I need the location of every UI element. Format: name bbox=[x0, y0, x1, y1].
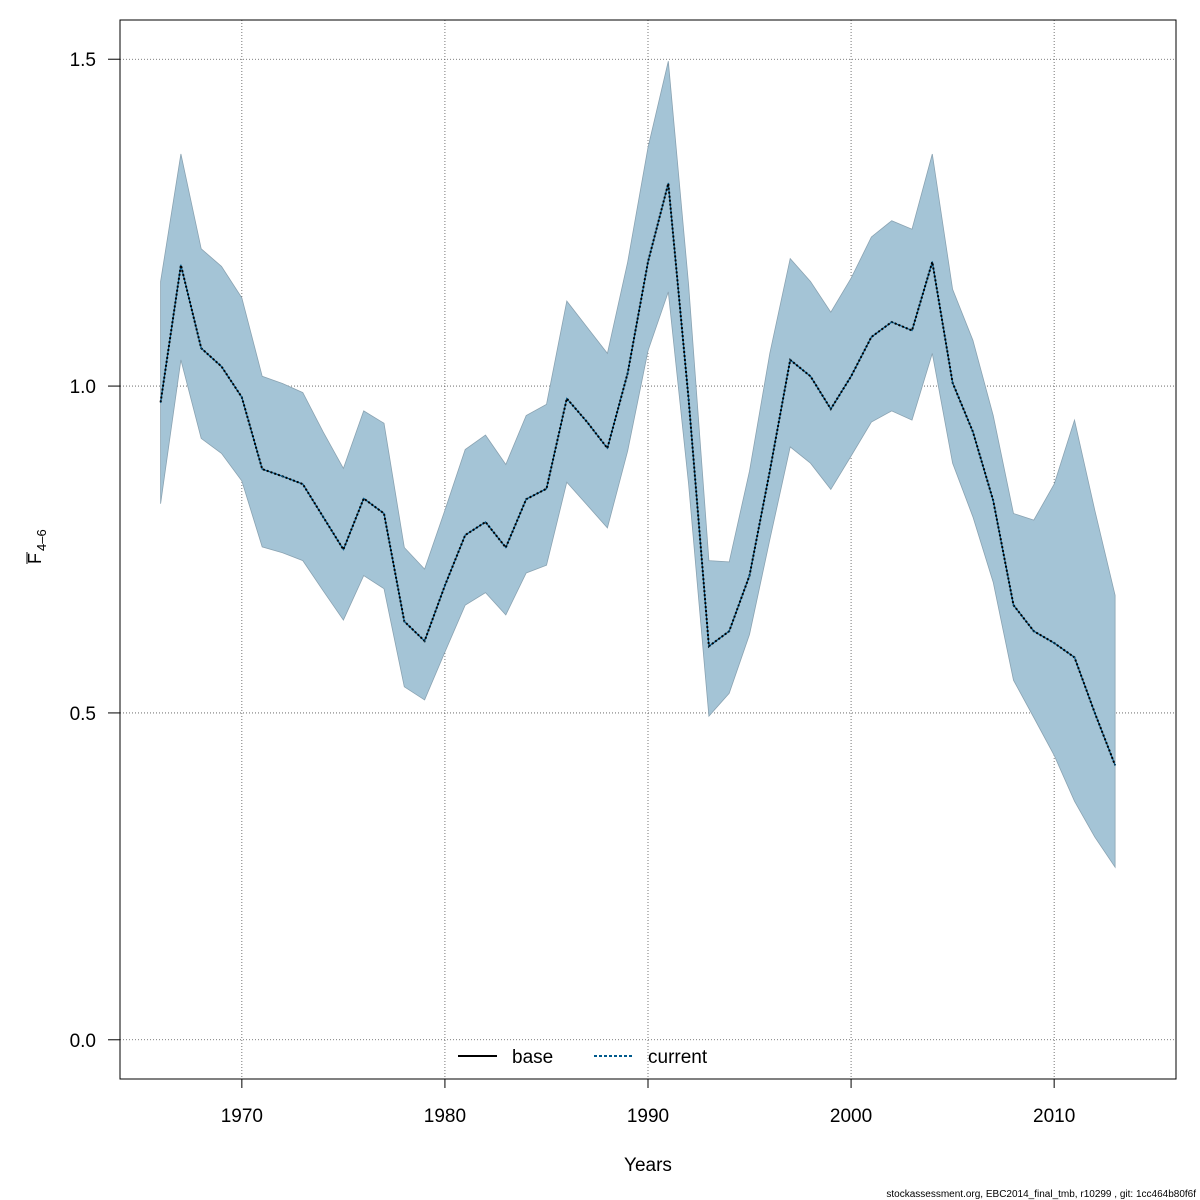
x-tick-label: 2010 bbox=[1033, 1106, 1075, 1127]
data-point-current bbox=[383, 512, 385, 515]
series-line-current bbox=[159, 183, 1117, 766]
data-point-current bbox=[566, 397, 568, 400]
x-axis-label: Years bbox=[624, 1155, 672, 1176]
data-point-current bbox=[850, 375, 852, 377]
confidence-band-current bbox=[160, 61, 1116, 869]
data-point-current bbox=[667, 182, 669, 184]
y-tick-label: 1.0 bbox=[70, 377, 96, 398]
data-point-current bbox=[424, 640, 426, 642]
data-point-current bbox=[1073, 656, 1076, 659]
data-point-current bbox=[688, 398, 690, 400]
data-point-current bbox=[363, 497, 365, 500]
data-point-current bbox=[525, 498, 527, 500]
data-point-current bbox=[708, 645, 710, 647]
data-point-current bbox=[992, 499, 994, 502]
data-point-current bbox=[586, 421, 588, 423]
y-tick-label: 0.5 bbox=[70, 704, 96, 725]
data-point-layer bbox=[160, 182, 1116, 766]
y-tick-label: 1.5 bbox=[70, 50, 96, 71]
data-point-current bbox=[1094, 712, 1096, 714]
data-point-current bbox=[281, 475, 284, 477]
data-point-current bbox=[261, 468, 263, 470]
data-point-current bbox=[545, 488, 548, 490]
data-point-current bbox=[627, 372, 629, 374]
data-point-current bbox=[830, 408, 832, 410]
data-point-current bbox=[931, 261, 933, 263]
data-point-current bbox=[789, 359, 791, 361]
axes: 1970 1980 1990 2000 2010 0.0 0.5 1.0 1.5 bbox=[70, 50, 1076, 1127]
data-point-current bbox=[1033, 630, 1035, 632]
x-tick-label: 2000 bbox=[830, 1106, 872, 1127]
data-point-current bbox=[769, 470, 771, 472]
x-tick-label: 1990 bbox=[627, 1106, 669, 1127]
y-axis-label: F 4–6 bbox=[25, 529, 49, 564]
data-point-current bbox=[160, 401, 162, 403]
data-point-current bbox=[403, 620, 405, 623]
y-tick-label: 0.0 bbox=[70, 1031, 96, 1052]
confidence-band-layer bbox=[160, 61, 1116, 869]
data-point-current bbox=[728, 630, 730, 632]
data-point-current bbox=[952, 382, 954, 384]
data-point-current bbox=[1012, 604, 1015, 606]
data-point-current bbox=[322, 516, 324, 518]
data-point-current bbox=[505, 546, 507, 549]
data-point-current bbox=[484, 521, 487, 523]
x-tick-label: 1970 bbox=[221, 1106, 263, 1127]
data-point-current bbox=[891, 321, 893, 323]
data-point-current bbox=[606, 447, 609, 449]
data-point-current bbox=[972, 431, 974, 433]
y-axis-label-main: F bbox=[25, 553, 45, 564]
data-point-current bbox=[1053, 642, 1055, 644]
data-point-current bbox=[809, 375, 812, 377]
data-point-current bbox=[748, 575, 751, 577]
footer-credit: stockassessment.org, EBC2014_final_tmb, … bbox=[886, 1189, 1196, 1200]
y-axis-label-subscript: 4–6 bbox=[34, 529, 49, 551]
legend-base-label: base bbox=[512, 1047, 553, 1068]
data-point-current bbox=[911, 329, 913, 332]
legend-current-label: current bbox=[648, 1047, 708, 1068]
data-point-current bbox=[444, 584, 446, 587]
series-line-layer bbox=[159, 183, 1117, 766]
x-tick-label: 1980 bbox=[424, 1106, 466, 1127]
data-point-current bbox=[200, 347, 202, 349]
data-point-current bbox=[464, 534, 466, 536]
gridlines bbox=[120, 20, 1176, 1079]
data-point-current bbox=[180, 264, 182, 266]
data-point-current bbox=[870, 336, 873, 338]
data-point-current bbox=[220, 365, 223, 368]
legend: base current bbox=[458, 1047, 708, 1068]
data-point-current bbox=[302, 483, 304, 485]
data-point-current bbox=[342, 548, 344, 551]
data-point-current bbox=[647, 261, 649, 263]
data-point-current bbox=[241, 396, 243, 398]
data-point-current bbox=[1114, 764, 1116, 766]
